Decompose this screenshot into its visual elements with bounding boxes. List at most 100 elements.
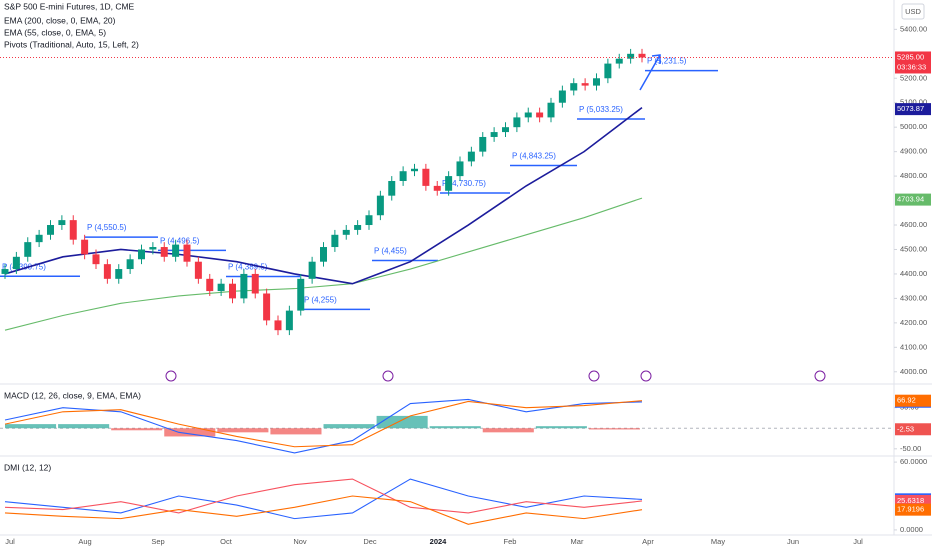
price-tag — [895, 103, 931, 116]
candle-body — [627, 53, 635, 59]
price-tag — [895, 193, 931, 206]
candle-body — [274, 320, 282, 331]
pivot-label: P (4,455) — [374, 247, 407, 256]
y-tick-label: 60.0000 — [900, 457, 927, 466]
candle-body — [12, 256, 20, 270]
candle-body — [69, 220, 77, 240]
candle-body — [604, 63, 612, 79]
arrow-drawing — [639, 54, 661, 91]
pivot-label: P (4,255) — [304, 296, 337, 305]
candle-body — [206, 278, 214, 292]
currency-button[interactable] — [901, 3, 925, 20]
candle-body — [160, 247, 168, 257]
indicator-line — [4, 197, 643, 331]
x-tick-label: Jul — [853, 537, 863, 546]
legend-entry: EMA (200, close, 0, EMA, 20) — [4, 15, 116, 25]
candle-body — [422, 168, 430, 186]
pane-title: MACD (12, 26, close, 9, EMA, EMA) — [4, 390, 141, 400]
histogram-bar — [429, 426, 481, 429]
pivot-label: P (5,231.5) — [647, 57, 687, 66]
candle-body — [24, 242, 32, 257]
candle-body — [47, 225, 54, 235]
pivot-label: P (4,390.75) — [2, 262, 46, 271]
x-tick-label: Aug — [78, 537, 91, 546]
indicator-line — [4, 106, 643, 285]
candle-body — [308, 261, 316, 279]
pane-title: DMI (12, 12) — [4, 462, 51, 472]
price-tag-label: 25.6318 — [897, 496, 924, 505]
histogram-bar — [376, 415, 428, 429]
x-tick-label: Mar — [571, 537, 584, 546]
pivot-label: P (5,033.25) — [579, 105, 623, 114]
candle-body — [172, 244, 180, 257]
pivot-label: P (4,389.5) — [228, 263, 268, 272]
event-icons — [165, 370, 826, 382]
candle-body — [536, 112, 544, 118]
candle-body — [570, 83, 578, 91]
candle-body — [502, 127, 509, 133]
histogram-bar — [588, 428, 640, 430]
x-tick-label: Feb — [504, 537, 517, 546]
event-icon[interactable] — [165, 370, 177, 382]
price-tag-label: 5073.87 — [897, 104, 924, 113]
histogram-bar — [270, 428, 322, 435]
price-tag-label: 66.92 — [897, 396, 916, 405]
indicator-line — [4, 495, 643, 525]
y-tick-label: 4900.00 — [900, 147, 927, 156]
x-tick-label: May — [711, 537, 725, 546]
candle-body — [81, 239, 89, 255]
candle-body — [638, 53, 646, 58]
candle-body — [581, 83, 589, 86]
candle-body — [58, 220, 66, 226]
pivot-label: P (4,843.25) — [512, 152, 556, 161]
price-tag-label: 4703.94 — [897, 195, 924, 204]
candle-body — [445, 176, 453, 191]
candle-body — [297, 278, 305, 311]
event-icon[interactable] — [814, 370, 826, 382]
y-tick-label: 5000.00 — [900, 122, 927, 131]
y-tick-label: -50.00 — [900, 444, 921, 453]
price-tag — [895, 423, 931, 436]
candle-body — [615, 58, 623, 64]
legend-entry: Pivots (Traditional, Auto, 15, Left, 2) — [4, 39, 139, 49]
y-tick-label: 4100.00 — [900, 342, 927, 351]
candle-body — [103, 264, 111, 279]
histogram-bar — [482, 428, 534, 433]
price-tag — [895, 503, 931, 516]
event-icon[interactable] — [588, 370, 600, 382]
event-icon[interactable] — [640, 370, 652, 382]
chart-title: S&P 500 E-mini Futures, 1D, CME — [4, 1, 135, 11]
candle-body — [479, 136, 487, 152]
candle-body — [456, 161, 464, 177]
y-tick-label: 4200.00 — [900, 318, 927, 327]
currency: USD — [905, 7, 921, 16]
y-tick-label: 4800.00 — [900, 171, 927, 180]
event-icon[interactable] — [382, 370, 394, 382]
candle-body — [263, 293, 271, 321]
candle-body — [251, 273, 259, 294]
candle-body — [513, 117, 521, 128]
candle-body — [126, 259, 134, 270]
x-tick-label: Sep — [151, 537, 164, 546]
candle-body — [376, 195, 384, 216]
y-tick-label: 5200.00 — [900, 73, 927, 82]
candle-body — [342, 229, 350, 235]
x-tick-label: Oct — [220, 537, 233, 546]
candle-body — [183, 244, 191, 262]
pivot-label: P (4,496.5) — [160, 236, 200, 245]
histogram-bar — [323, 424, 375, 429]
pivot-label: P (4,550.5) — [87, 223, 127, 232]
price-tag — [895, 394, 931, 407]
candle-body — [547, 102, 555, 118]
legend-entry: EMA (55, close, 0, EMA, 5) — [4, 27, 106, 37]
candle-body — [558, 90, 566, 103]
price-tag-label: 5285.00 — [897, 52, 924, 61]
y-tick-label: 4300.00 — [900, 293, 927, 302]
candle-body — [433, 185, 441, 191]
x-tick-label: Dec — [363, 537, 377, 546]
candle-body — [240, 273, 248, 299]
x-tick-label: Nov — [293, 537, 307, 546]
x-tick-label: Jun — [787, 537, 799, 546]
